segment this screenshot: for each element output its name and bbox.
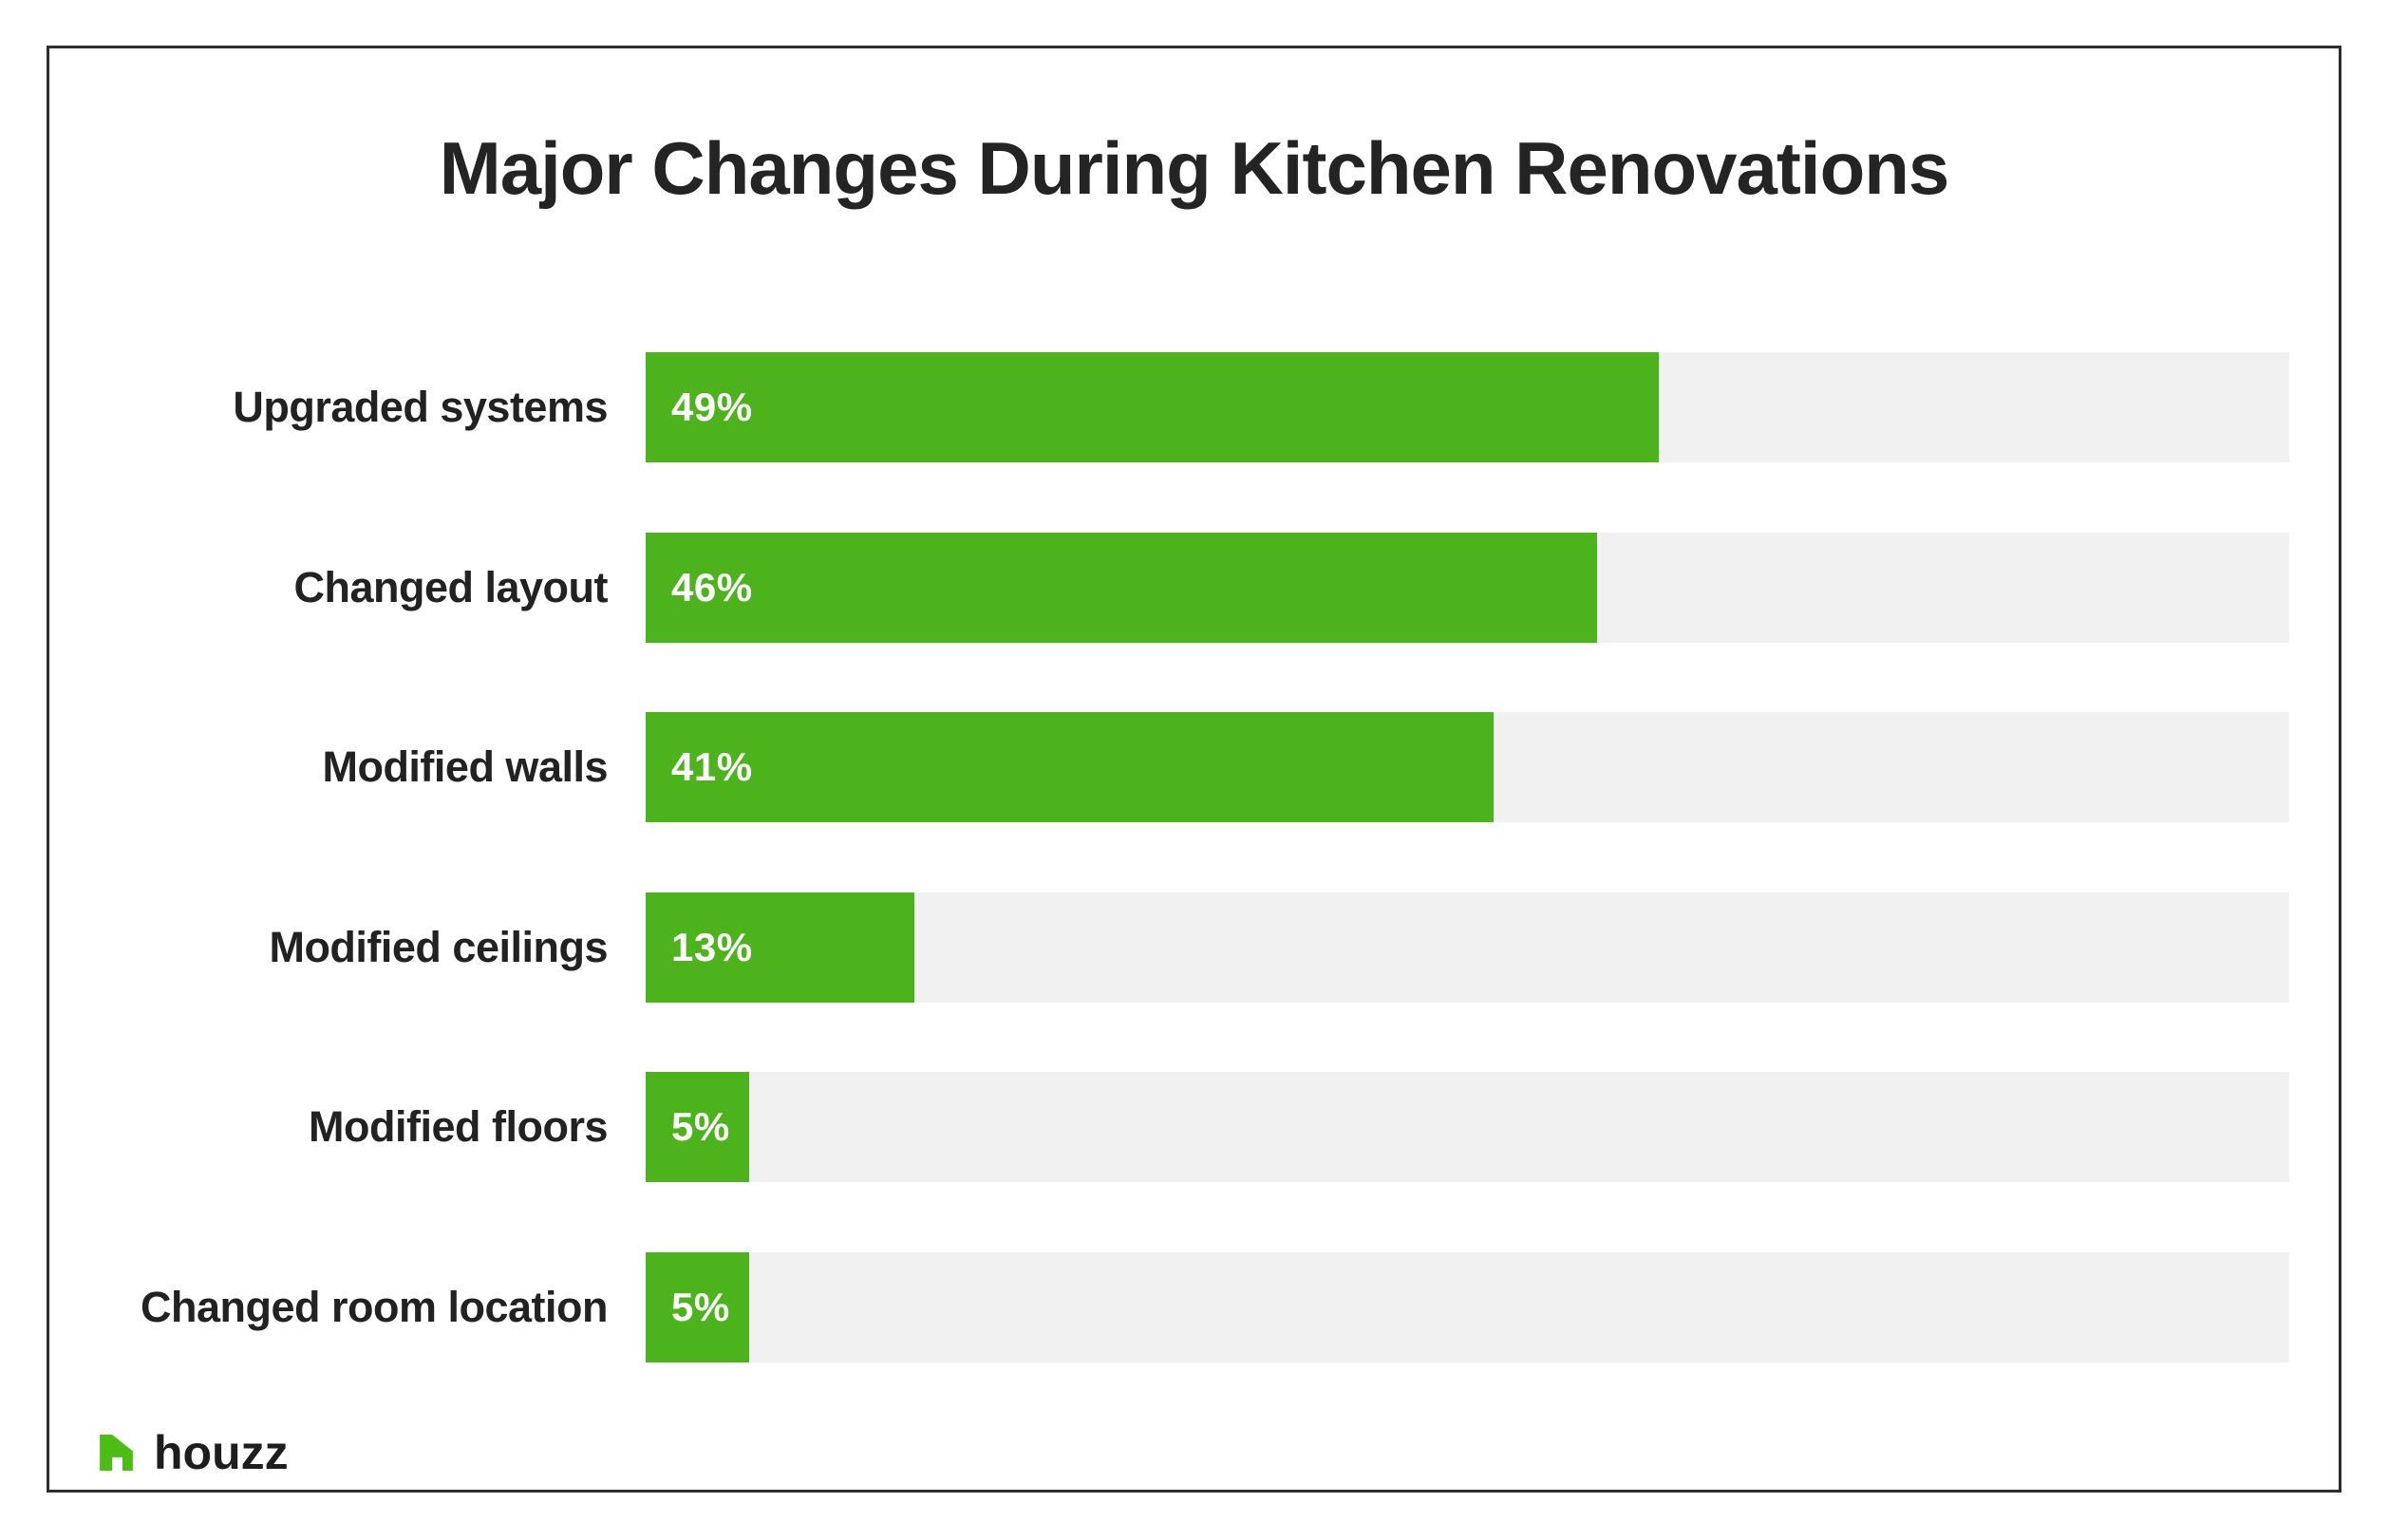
bar-label: Changed room location (140, 1283, 609, 1331)
bar-value-label: 5% (671, 1285, 730, 1329)
bar-track: 41% (646, 712, 2289, 823)
bar-label: Modified floors (309, 1102, 608, 1152)
bar-fill: 41% (646, 712, 1494, 823)
houzz-house-icon (100, 1435, 133, 1471)
bar-value-label: 46% (671, 564, 753, 610)
chart-frame: Major Changes During Kitchen Renovations… (47, 46, 2341, 1493)
bar-value-label: 49% (671, 385, 753, 429)
bar-track: 49% (646, 352, 2289, 462)
bar-value-label: 13% (671, 924, 753, 969)
houzz-logo: houzz (100, 1424, 289, 1481)
bar-fill: 5% (646, 1072, 749, 1183)
bar-chart: Upgraded systems 49% Changed layout 46% Modi… (49, 352, 2339, 1435)
bar-fill: 5% (646, 1252, 749, 1362)
chart-title: Major Changes During Kitchen Renovations (439, 126, 1950, 210)
bar-fill: 49% (646, 352, 1659, 462)
bar-track: 5% (646, 1072, 2289, 1183)
bar-track: 5% (646, 1252, 2289, 1362)
bar-fill: 13% (646, 892, 915, 1003)
bar-value-label: 41% (671, 744, 753, 790)
bar-track: 13% (646, 892, 2289, 1003)
chart-row: Upgraded systems 49% (49, 352, 2339, 462)
bar-label: Changed layout (293, 562, 608, 611)
bar-label: Modified ceilings (269, 922, 608, 971)
chart-row: Changed room location 5% (49, 1252, 2339, 1362)
chart-row: Modified floors 5% (49, 1072, 2339, 1183)
bar-value-label: 5% (671, 1104, 730, 1150)
bar-track: 46% (646, 532, 2289, 643)
chart-row: Modified walls 41% (49, 712, 2339, 823)
bar-label: Modified walls (322, 742, 608, 792)
bar-label: Upgraded systems (233, 383, 608, 431)
chart-row: Modified ceilings 13% (49, 892, 2339, 1003)
houzz-wordmark: houzz (154, 1426, 289, 1479)
bar-fill: 46% (646, 532, 1597, 643)
chart-row: Changed layout 46% (49, 532, 2339, 643)
